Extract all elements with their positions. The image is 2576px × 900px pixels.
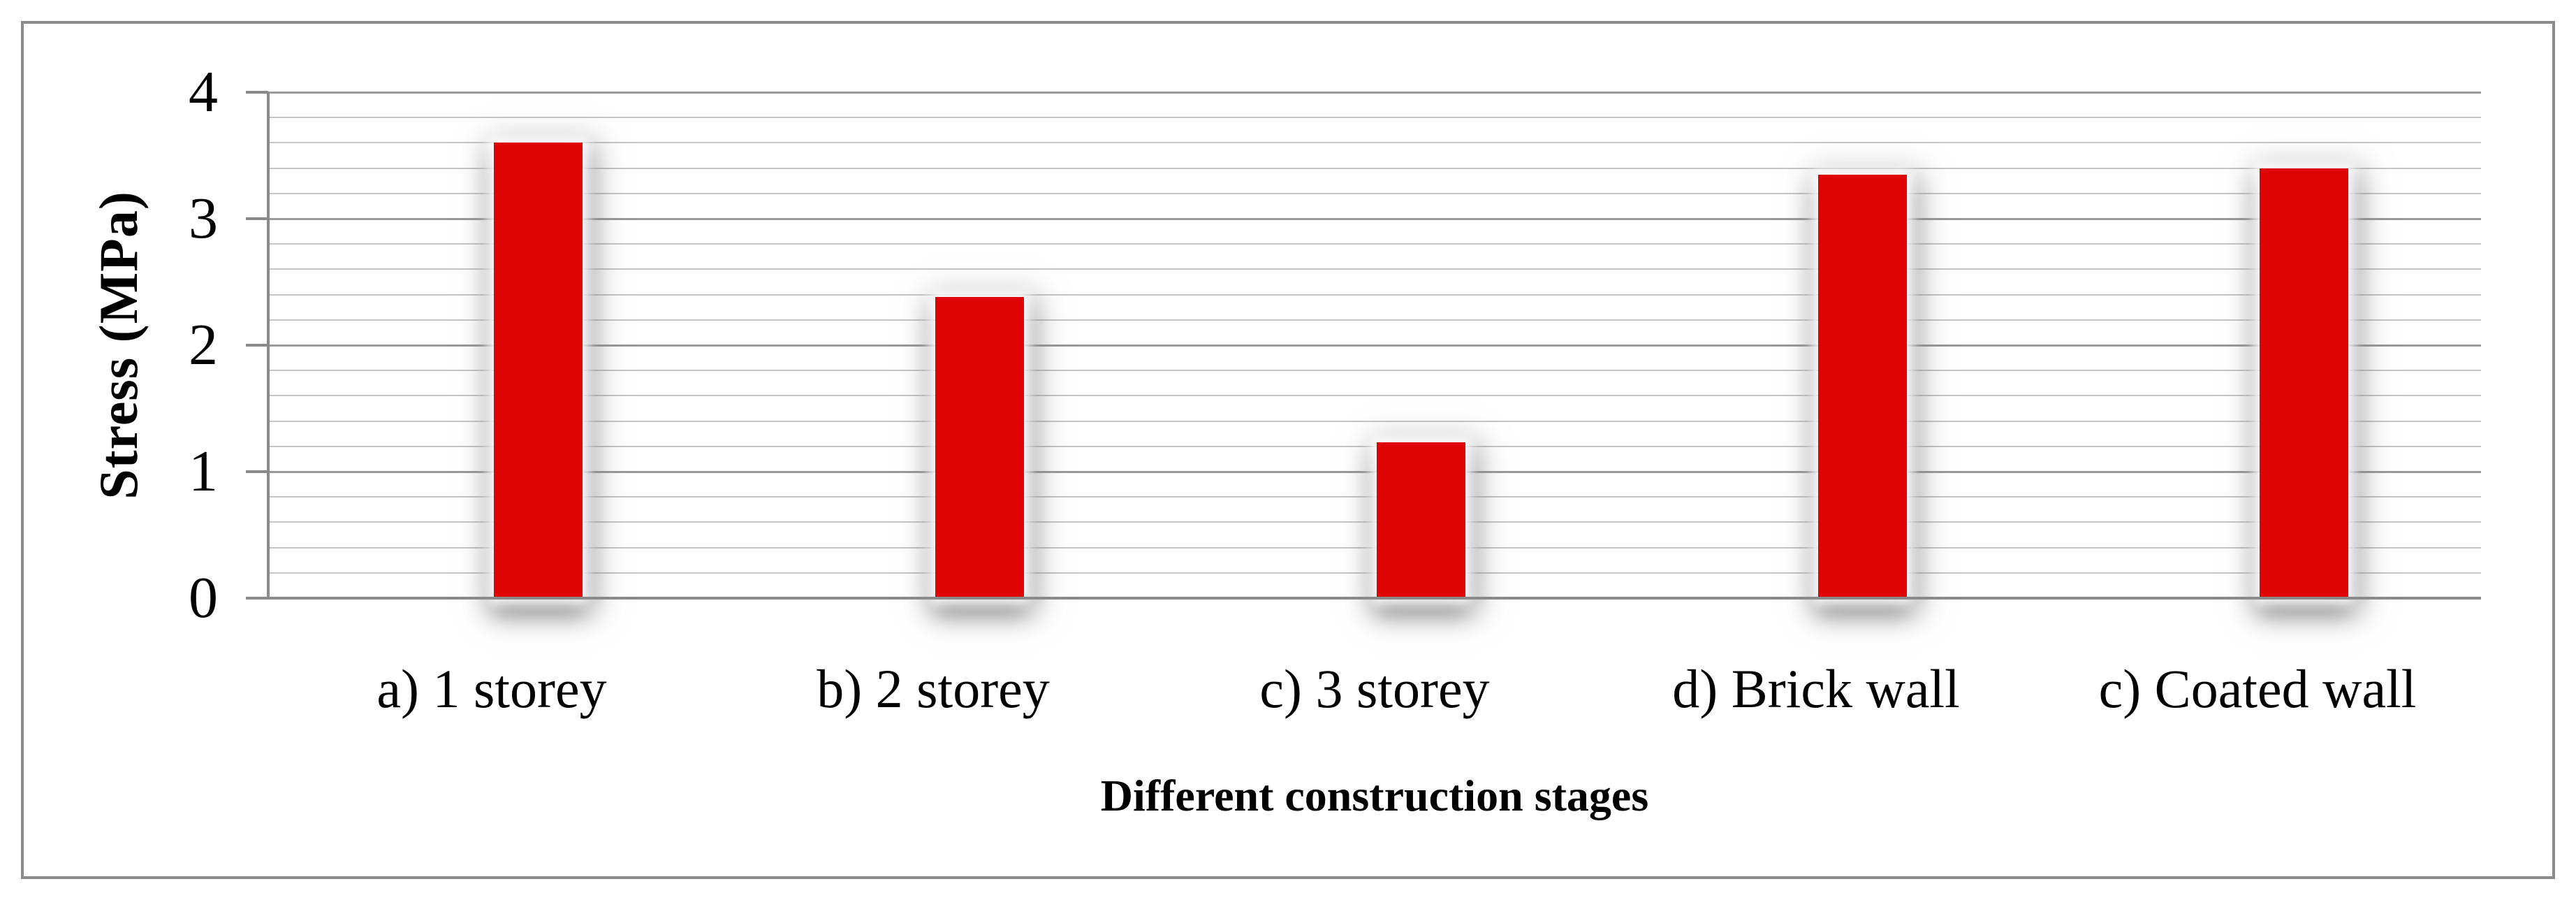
x-axis-category-label: a) 1 storey <box>376 658 607 719</box>
y-axis-tick <box>246 597 268 600</box>
minor-gridline <box>268 293 2481 296</box>
minor-gridline <box>268 521 2481 523</box>
minor-gridline <box>268 117 2481 119</box>
bar-a-1-storey <box>493 143 583 598</box>
chart-outer-border <box>21 21 2555 879</box>
major-gridline <box>268 470 2481 473</box>
minor-gridline <box>268 319 2481 321</box>
minor-gridline <box>268 395 2481 397</box>
plot-area <box>268 91 2481 598</box>
minor-gridline <box>268 268 2481 270</box>
minor-gridline <box>268 192 2481 194</box>
bar-b-2-storey <box>935 297 1024 598</box>
x-axis-category-label: d) Brick wall <box>1672 658 1960 719</box>
y-axis-tick-label: 4 <box>189 59 218 124</box>
y-axis-tick-label: 2 <box>189 312 218 377</box>
major-gridline <box>268 344 2481 347</box>
y-axis-line <box>267 92 270 600</box>
minor-gridline <box>268 167 2481 169</box>
minor-gridline <box>268 420 2481 422</box>
x-axis-line <box>246 597 2481 600</box>
x-axis-category-label: c) 3 storey <box>1259 658 1490 719</box>
y-axis-tick <box>246 91 268 94</box>
y-axis-tick-label: 3 <box>189 186 218 251</box>
x-axis-title: Different construction stages <box>1100 771 1649 820</box>
x-axis-category-label: c) Coated wall <box>2098 658 2417 719</box>
minor-gridline <box>268 445 2481 447</box>
y-axis-tick <box>246 344 268 347</box>
y-axis-tick <box>246 470 268 473</box>
minor-gridline <box>268 243 2481 245</box>
x-axis-category-label: b) 2 storey <box>817 658 1050 719</box>
major-gridline <box>268 91 2481 94</box>
minor-gridline <box>268 142 2481 144</box>
y-axis-tick-label: 0 <box>189 565 218 630</box>
bar-c-3-storey <box>1376 442 1465 598</box>
minor-gridline <box>268 370 2481 372</box>
minor-gridline <box>268 546 2481 549</box>
bar-d-brick-wall <box>1817 174 1907 598</box>
bar-c-coated-wall <box>2259 168 2348 598</box>
major-gridline <box>268 217 2481 220</box>
y-axis-tick <box>246 217 268 220</box>
minor-gridline <box>268 572 2481 574</box>
minor-gridline <box>268 496 2481 498</box>
y-axis-tick-label: 1 <box>189 439 218 504</box>
